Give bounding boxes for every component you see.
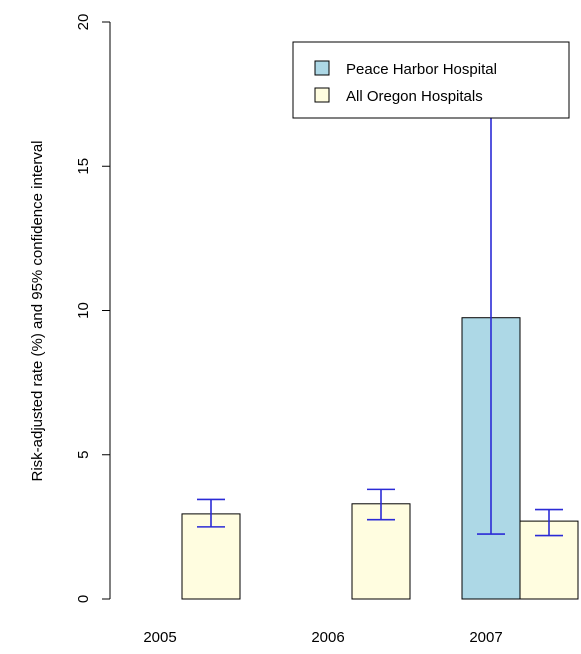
bars [181, 317, 579, 600]
y-tick-label: 15 [75, 158, 92, 175]
legend-box [292, 41, 570, 119]
legend-swatch-all-oregon [314, 87, 330, 103]
y-tick-label: 0 [75, 595, 92, 603]
bar-all-oregon-2005 [181, 513, 241, 600]
plot-axes: 0 5 10 15 20 2005 2006 2007 [75, 14, 503, 646]
x-tick-label-2007: 2007 [469, 629, 502, 646]
y-tick-label: 5 [75, 451, 92, 459]
bar-all-oregon-2006 [351, 503, 411, 600]
legend-swatch-peace-harbor [314, 60, 330, 76]
y-tick-label: 10 [75, 302, 92, 319]
legend-label-all-oregon: All Oregon Hospitals [346, 88, 483, 105]
x-tick-label-2006: 2006 [311, 629, 344, 646]
y-axis-label: Risk-adjusted rate (%) and 95% confidenc… [29, 140, 46, 481]
y-tick-label: 20 [75, 14, 92, 31]
legend-label-peace-harbor: Peace Harbor Hospital [346, 61, 497, 78]
x-tick-label-2005: 2005 [143, 629, 176, 646]
legend: Peace Harbor Hospital All Oregon Hospita… [292, 41, 570, 119]
